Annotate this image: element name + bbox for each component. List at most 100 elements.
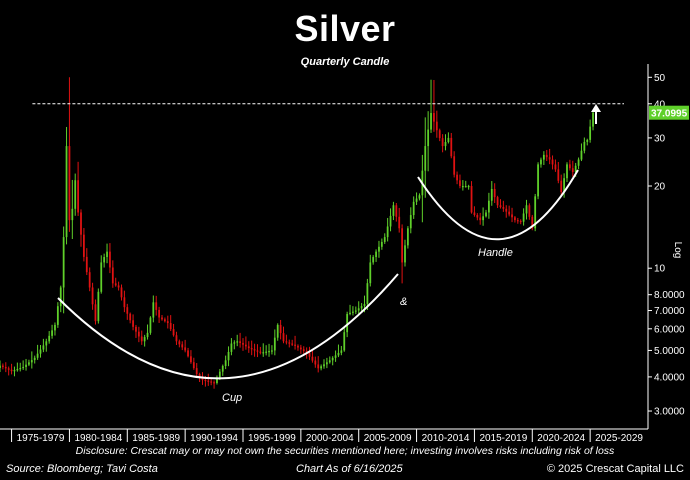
candle-body — [184, 347, 187, 351]
candle-body — [4, 366, 7, 369]
candle-body — [100, 262, 103, 292]
candle-body — [401, 228, 404, 263]
candle-body — [435, 121, 438, 131]
candle-body — [320, 366, 323, 369]
candle-body — [230, 343, 233, 352]
candle-body — [456, 174, 458, 181]
candle-body — [514, 217, 516, 221]
candle-body — [135, 326, 137, 332]
x-tick-label: 2015-2019 — [479, 433, 527, 444]
cup-curve — [57, 273, 399, 380]
y-tick-label: 4.0000 — [654, 372, 685, 383]
candle-body — [195, 368, 198, 374]
candle-body — [140, 336, 143, 342]
candle-body — [389, 215, 392, 227]
up-arrow-head — [591, 104, 601, 112]
candle-body — [323, 364, 325, 367]
candle-body — [589, 126, 592, 140]
candle-body — [537, 164, 539, 197]
candle-body — [386, 226, 389, 238]
candle-body — [566, 164, 568, 179]
candle-body — [233, 342, 236, 344]
candle-body — [33, 357, 36, 361]
candle-body — [467, 185, 470, 188]
candle-body — [490, 188, 493, 201]
candle-body — [511, 214, 513, 218]
y-tick-label: 5.0000 — [654, 346, 685, 357]
candle-body — [120, 287, 123, 298]
candle-body — [360, 306, 363, 309]
candle-body — [77, 180, 80, 213]
candle-body — [334, 355, 337, 358]
candle-body — [91, 287, 94, 305]
plot-frame — [0, 64, 649, 430]
candle-body — [366, 283, 369, 304]
candle-body — [380, 241, 383, 247]
candle-body — [354, 310, 357, 312]
candle-body — [103, 257, 106, 263]
candle-body — [181, 344, 184, 348]
x-tick-label: 1980-1984 — [74, 433, 122, 444]
candle-body — [346, 313, 349, 333]
candle-body — [528, 205, 531, 217]
candle-body — [357, 308, 360, 311]
candle-body — [459, 180, 461, 186]
candle-body — [297, 345, 299, 348]
candle-body — [525, 205, 528, 214]
candle-body — [213, 382, 215, 384]
candle-body — [143, 337, 146, 342]
candle-body — [496, 197, 499, 206]
candle-body — [68, 146, 71, 221]
candle-body — [450, 137, 453, 157]
candle-body — [447, 137, 450, 142]
candle-body — [412, 201, 415, 216]
ampersand-label: & — [400, 296, 407, 308]
candle-body — [13, 370, 16, 372]
candle-body — [192, 362, 195, 369]
x-tick-label: 2020-2024 — [537, 433, 585, 444]
candle-body — [325, 362, 328, 365]
candle-body — [372, 257, 375, 263]
candle-body — [265, 351, 268, 353]
candle-body — [262, 352, 265, 354]
candle-body — [479, 217, 482, 221]
candle-body — [279, 324, 282, 334]
candle-body — [218, 371, 221, 378]
candle-body — [16, 369, 19, 371]
candle-body — [424, 146, 427, 171]
candle-body — [545, 154, 548, 158]
x-tick-label: 1995-1999 — [248, 433, 296, 444]
candle-body — [253, 349, 256, 351]
candle-body — [247, 346, 250, 349]
candle-body — [273, 337, 276, 351]
candle-body — [340, 350, 343, 353]
y-tick-label: 6.0000 — [654, 324, 685, 335]
y-tick-label: 8.0000 — [654, 290, 685, 301]
candle-body — [88, 272, 91, 288]
candle-body — [427, 129, 430, 147]
candle-body — [571, 168, 574, 173]
candle-body — [415, 198, 418, 202]
candle-body — [392, 205, 395, 216]
candle-body — [453, 156, 456, 175]
candle-body — [586, 139, 589, 142]
candle-body — [395, 205, 398, 217]
candle-body — [580, 150, 583, 160]
candle-body — [516, 220, 519, 222]
candle-body — [464, 185, 467, 188]
candle-body — [19, 367, 22, 370]
candle-body — [540, 159, 542, 165]
candle-body — [94, 304, 97, 322]
candle-body — [126, 307, 129, 314]
handle-label: Handle — [478, 247, 513, 259]
candle-body — [244, 344, 247, 347]
candle-body — [210, 381, 213, 383]
candle-body — [227, 351, 230, 361]
candle-body — [337, 352, 340, 356]
candle-body — [109, 251, 111, 268]
candle-body — [291, 343, 294, 345]
candle-body — [56, 306, 59, 325]
candles — [0, 77, 594, 389]
candle-body — [250, 348, 253, 350]
candle-body — [106, 251, 108, 258]
